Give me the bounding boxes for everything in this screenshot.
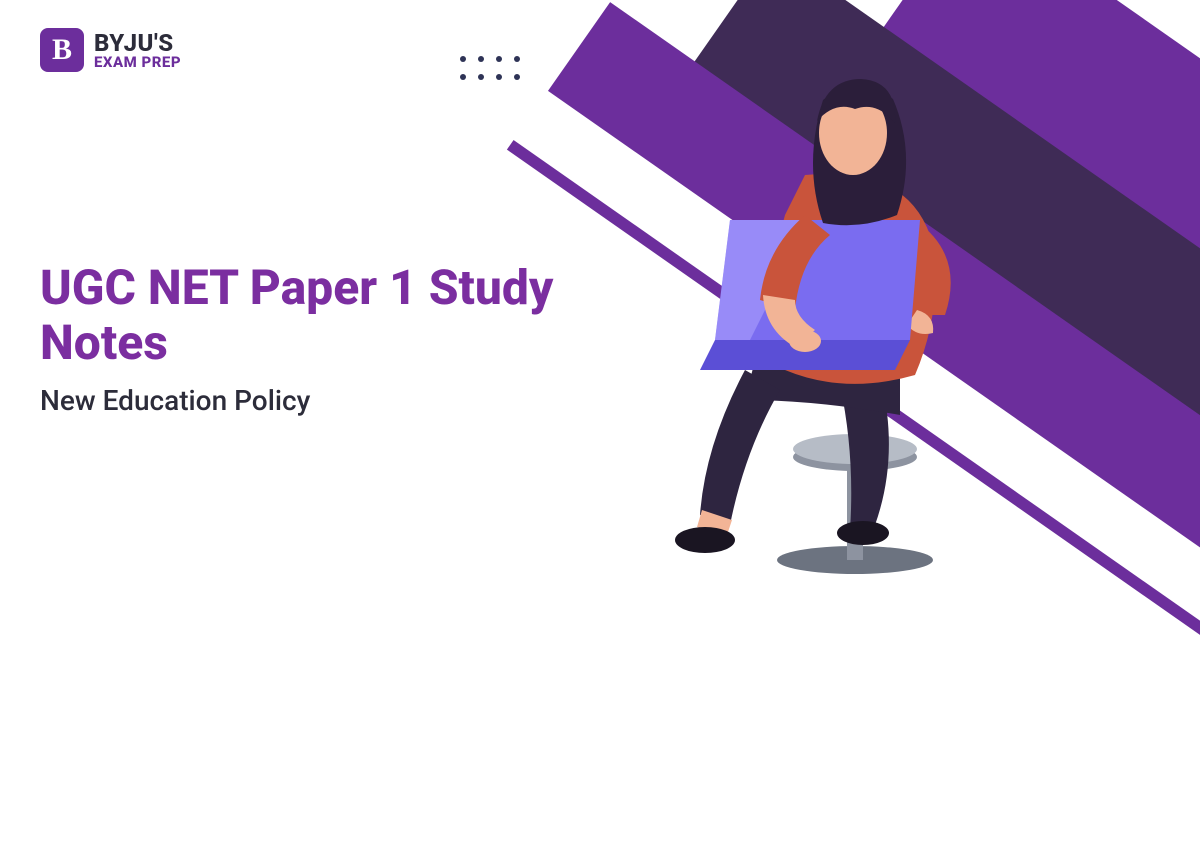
logo-text: BYJU'S EXAM PREP xyxy=(94,31,181,70)
dot-grid xyxy=(460,56,522,82)
shoe-front xyxy=(675,527,735,553)
logo-badge: B xyxy=(40,28,84,72)
dot xyxy=(478,74,484,80)
shoe-back xyxy=(837,521,889,545)
page-title: UGC NET Paper 1 Study Notes xyxy=(40,260,560,370)
dot xyxy=(460,74,466,80)
dot xyxy=(460,56,466,62)
page-subtitle: New Education Policy xyxy=(40,384,560,417)
logo-exam: EXAM PREP xyxy=(94,55,181,70)
logo-byjus: BYJU'S xyxy=(94,31,181,55)
dot xyxy=(514,74,520,80)
banner-canvas: B BYJU'S EXAM PREP UGC NET Paper 1 Study… xyxy=(0,0,1200,629)
logo-badge-letter: B xyxy=(52,33,72,67)
hand-left xyxy=(789,330,821,352)
dot xyxy=(514,56,520,62)
dot xyxy=(496,74,502,80)
logo: B BYJU'S EXAM PREP xyxy=(40,28,181,72)
person-illustration xyxy=(645,55,1045,575)
dot xyxy=(496,56,502,62)
leg-front-shin xyxy=(700,370,780,525)
heading-block: UGC NET Paper 1 Study Notes New Educatio… xyxy=(40,260,600,417)
person-svg xyxy=(645,55,1045,575)
dot xyxy=(478,56,484,62)
